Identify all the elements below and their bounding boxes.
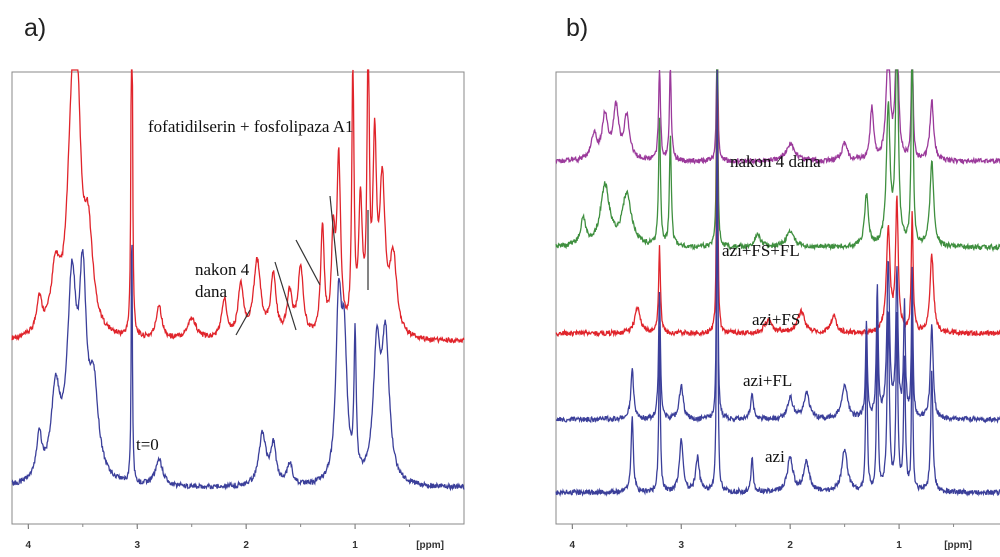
spectrum-line-0-1 xyxy=(11,244,465,492)
x-tick-label: 1 xyxy=(896,540,902,551)
panel-b-frame xyxy=(555,71,1000,525)
spectrum-line-1-1 xyxy=(555,69,1000,253)
annotation-arrows xyxy=(235,195,369,336)
x-tick-label: 1 xyxy=(352,540,358,551)
x-tick-label: 2 xyxy=(787,540,793,551)
spectrum-line-1-0 xyxy=(555,69,1000,166)
x-tick-label: 3 xyxy=(678,540,684,551)
x-tick-label: 4 xyxy=(26,540,32,551)
panel-a-plot: 4 3 2 1 [ppm] xyxy=(11,69,465,551)
x-tick-label: 3 xyxy=(134,540,140,551)
annotation-nakon-4-dana: nakon 4 dana xyxy=(730,152,821,171)
x-tick-label: 4 xyxy=(570,540,576,551)
spectrum-line-1-3 xyxy=(555,69,1000,424)
x-axis-label: [ppm] xyxy=(416,540,444,551)
panel-a-letter: a) xyxy=(24,14,47,42)
x-tick-label: 2 xyxy=(243,540,249,551)
annotation-nakon-4: nakon 4 xyxy=(195,260,250,279)
panel-a-frame xyxy=(11,71,465,525)
annotation-t0: t=0 xyxy=(136,435,159,454)
annotation-azi-fs-fl: azi+FS+FL xyxy=(722,241,800,260)
spectrum-line-1-4 xyxy=(555,76,1000,498)
annotation-dana: dana xyxy=(195,282,228,301)
annotation-azi: azi xyxy=(765,447,785,466)
spectrum-line-0-0 xyxy=(11,69,465,345)
spectrum-line-1-2 xyxy=(555,69,1000,338)
annotation-azi-fl: azi+FL xyxy=(743,371,792,390)
panel-b-plot: 4 3 2 1 [ppm] xyxy=(555,69,1000,551)
annotation-azi-fs: azi+FS xyxy=(752,310,800,329)
annotation-title-a: fofatidilserin + fosfolipaza A1 xyxy=(148,117,354,136)
x-axis-label: [ppm] xyxy=(944,540,972,551)
panel-b-letter: b) xyxy=(566,14,589,42)
